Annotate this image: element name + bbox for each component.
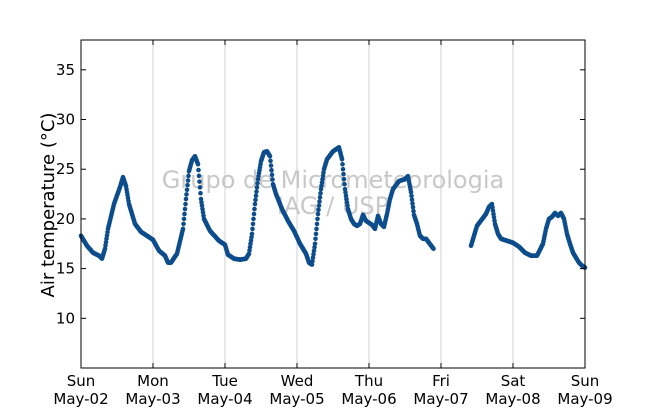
data-point [311, 251, 316, 257]
data-point [312, 244, 317, 250]
data-point [340, 161, 345, 167]
data-point [250, 226, 255, 232]
data-point [255, 180, 260, 186]
data-point [315, 216, 320, 222]
data-point [341, 176, 347, 182]
x-tick-label-date: May-06 [341, 390, 396, 408]
x-tick-label-date: May-08 [485, 390, 540, 408]
x-tick-label-weekday: Mon [137, 372, 169, 390]
data-point [267, 153, 273, 159]
y-tick-label: 15 [56, 260, 75, 278]
data-point [314, 226, 319, 232]
day-gridlines [152, 40, 514, 368]
y-tick-label: 10 [56, 309, 75, 327]
x-tick-label-date: May-07 [413, 390, 468, 408]
data-point [196, 167, 201, 173]
data-point [317, 199, 322, 204]
data-point [196, 173, 202, 179]
data-point [431, 246, 436, 252]
data-point [251, 211, 257, 217]
data-point [254, 189, 259, 194]
y-axis-label: Air temperature (°C) [38, 113, 59, 298]
data-point [198, 190, 203, 196]
data-point [249, 231, 255, 237]
data-point [340, 166, 346, 172]
data-point [252, 201, 258, 207]
watermark: Grupo de Micrometeorologia IAG / USP [162, 166, 504, 220]
data-point [195, 161, 201, 167]
data-point [311, 248, 317, 254]
y-tick-label: 35 [56, 61, 75, 79]
watermark-line-1: Grupo de Micrometeorologia [162, 166, 504, 194]
watermark-line-2: IAG / USP [277, 192, 389, 220]
data-point [342, 181, 347, 187]
data-point [318, 190, 323, 196]
data-point [316, 207, 321, 213]
x-tick-label-weekday: Sat [501, 372, 526, 390]
data-point [310, 255, 316, 260]
data-point [182, 206, 188, 212]
x-tick-label-weekday: Tue [211, 372, 238, 390]
y-tick-label: 25 [56, 160, 75, 178]
x-tick-label-date: May-02 [53, 390, 108, 408]
data-point [312, 241, 318, 247]
data-point [317, 195, 323, 200]
data-point [197, 179, 202, 184]
x-tick-label-weekday: Sun [571, 372, 600, 390]
data-point [409, 197, 415, 202]
x-tick-label-date: May-05 [269, 390, 324, 408]
data-point [314, 221, 320, 227]
x-tick-label-date: May-04 [197, 390, 252, 408]
data-point [268, 158, 273, 164]
x-tick-label-weekday: Thu [354, 372, 383, 390]
data-point [252, 206, 257, 212]
data-point [253, 193, 259, 199]
data-point [185, 178, 191, 183]
data-point [197, 185, 203, 190]
data-point [410, 201, 415, 206]
data-point [182, 211, 187, 217]
data-point [313, 231, 319, 237]
data-point [341, 171, 346, 177]
data-point [410, 205, 416, 210]
y-tick-label: 20 [56, 210, 75, 228]
data-point [180, 226, 186, 232]
data-point [184, 192, 189, 197]
data-point [253, 197, 258, 203]
data-point [181, 216, 187, 222]
data-point [185, 182, 190, 188]
data-point [270, 177, 275, 182]
data-point [269, 167, 274, 173]
data-point [184, 187, 190, 193]
data-point [250, 221, 256, 227]
data-point [254, 185, 260, 190]
data-point [408, 189, 414, 195]
data-point [409, 193, 414, 199]
plot-frame [80, 39, 586, 369]
data-point [339, 156, 345, 162]
y-tick-label: 30 [56, 111, 75, 129]
data-point [315, 211, 321, 217]
x-tick-label-date: May-09 [557, 390, 612, 408]
x-tick-label-weekday: Wed [281, 372, 314, 390]
y-axis-ticks: 10 15 20 25 30 35 [56, 61, 585, 327]
data-point [186, 173, 191, 179]
data-point [316, 203, 322, 208]
data-point [268, 163, 274, 168]
data-point [183, 201, 188, 207]
data-point [183, 196, 189, 202]
data-point [251, 216, 256, 222]
data-point [181, 221, 186, 227]
x-axis-ticks: SunMay-02MonMay-03TueMay-04WedMay-05ThuM… [53, 40, 613, 408]
data-point [411, 208, 416, 214]
data-point [313, 236, 318, 242]
data-point [310, 258, 315, 264]
data-point [269, 172, 275, 178]
data-point [309, 262, 315, 267]
x-tick-label-date: May-03 [125, 390, 180, 408]
data-points [78, 145, 588, 270]
x-tick-label-weekday: Sun [67, 372, 96, 390]
x-tick-label-weekday: Fri [432, 372, 450, 390]
